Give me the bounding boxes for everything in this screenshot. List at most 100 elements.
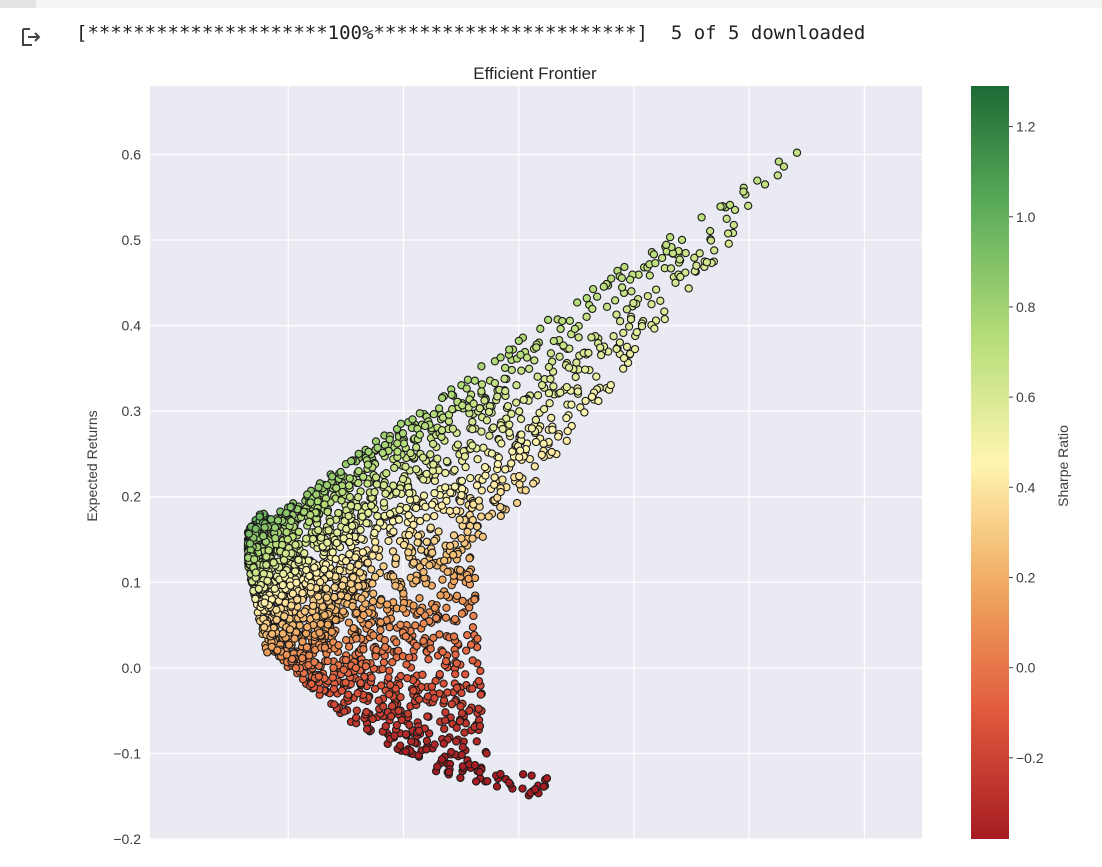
scatter-point: [452, 723, 461, 732]
download-progress-text: [*********************100%**************…: [76, 22, 866, 44]
scatter-point: [548, 425, 557, 434]
scatter-point: [336, 467, 345, 477]
scatter-point: [412, 641, 421, 651]
scatter-point: [412, 443, 421, 452]
cell-gutter: [0, 0, 36, 8]
scatter-point: [527, 771, 536, 780]
scatter-point: [452, 683, 462, 693]
scatter-point: [645, 271, 654, 280]
scatter-point: [710, 246, 719, 255]
scatter-point: [323, 620, 333, 629]
scatter-point: [519, 395, 528, 405]
scatter-point: [559, 341, 568, 350]
scatter-point: [273, 646, 282, 655]
scatter-point: [760, 180, 770, 189]
scatter-point: [367, 673, 376, 682]
scatter-point: [498, 424, 507, 434]
scatter-point: [364, 508, 373, 518]
scatter-point: [458, 596, 467, 606]
scatter-point: [307, 679, 316, 689]
scatter-point: [347, 521, 357, 531]
scatter-point: [412, 465, 421, 474]
output-arrow-icon[interactable]: [18, 24, 44, 50]
scatter-point: [620, 262, 629, 272]
scatter-point: [637, 322, 647, 331]
scatter-point: [695, 249, 704, 258]
scatter-point: [429, 633, 438, 643]
scatter-point: [449, 550, 458, 560]
scatter-point: [430, 536, 439, 545]
colorbar-tick-label-3: 0.6: [1016, 389, 1036, 405]
y-tick-label-1: 0.5: [122, 232, 142, 248]
scatter-point: [512, 498, 522, 508]
scatter-point: [657, 253, 667, 263]
scatter-point: [323, 538, 332, 547]
scatter-point: [341, 678, 350, 687]
scatter-point: [370, 684, 380, 694]
scatter-point: [572, 358, 581, 367]
scatter-point: [389, 527, 398, 536]
scatter-point: [507, 459, 516, 468]
scatter-point: [739, 187, 748, 196]
scatter-point: [263, 576, 272, 585]
scatter-point: [411, 503, 421, 513]
scatter-point: [723, 229, 733, 238]
scatter-point: [533, 391, 543, 400]
scatter-point: [402, 503, 411, 513]
scatter-point: [430, 694, 439, 703]
scatter-point: [441, 716, 450, 725]
scatter-point: [272, 605, 281, 614]
scatter-point: [401, 462, 410, 471]
scatter-point: [415, 594, 424, 603]
scatter-point: [283, 535, 292, 544]
scatter-point: [338, 581, 347, 590]
scatter-point: [392, 638, 401, 647]
scatter-point: [282, 528, 291, 537]
scatter-point: [632, 328, 641, 337]
scatter-point: [371, 537, 380, 547]
scatter-point: [562, 382, 571, 392]
scatter-point: [468, 441, 477, 450]
scatter-point: [251, 568, 261, 577]
scatter-point: [573, 298, 582, 307]
scatter-point: [554, 432, 563, 441]
scatter-point: [531, 415, 541, 425]
scatter-point: [385, 690, 394, 699]
scatter-point: [463, 630, 472, 640]
scatter-point: [351, 713, 361, 722]
scatter-point: [434, 527, 443, 536]
scatter-point: [537, 380, 547, 390]
scatter-point: [417, 545, 426, 554]
scatter-point: [385, 666, 394, 675]
scatter-point: [353, 502, 362, 512]
scatter-point: [370, 572, 380, 581]
scatter-point: [345, 474, 354, 483]
scatter-point: [422, 537, 431, 546]
scatter-point: [385, 435, 394, 444]
scatter-point: [355, 568, 365, 577]
y-tick-label-4: 0.2: [122, 489, 142, 505]
scatter-point: [379, 562, 388, 571]
scatter-point: [627, 287, 636, 296]
scatter-point: [626, 315, 636, 324]
scatter-point: [512, 381, 521, 390]
scatter-point: [517, 430, 526, 439]
scatter-point: [300, 607, 309, 616]
scatter-point: [368, 579, 377, 588]
scatter-point: [477, 380, 487, 389]
scatter-point: [480, 396, 489, 405]
scatter-point: [463, 527, 472, 536]
scatter-point: [425, 561, 434, 570]
y-tick-label-8: −0.2: [113, 831, 141, 847]
scatter-point: [286, 502, 295, 512]
scatter-point: [314, 483, 323, 492]
scatter-point: [477, 387, 486, 396]
scatter-point: [282, 508, 291, 518]
scatter-point: [430, 603, 440, 612]
scatter-point: [337, 686, 347, 695]
scatter-point: [328, 548, 337, 557]
scatter-point: [373, 511, 382, 521]
scatter-point: [393, 447, 402, 456]
y-tick-label-2: 0.4: [122, 318, 142, 334]
